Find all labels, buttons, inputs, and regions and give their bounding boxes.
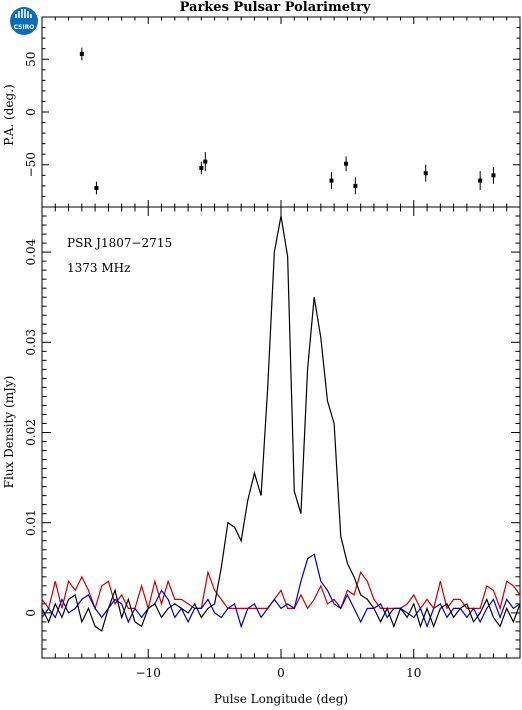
pa-point bbox=[353, 183, 358, 188]
profile-y-tick-label: 0.01 bbox=[24, 509, 38, 536]
pa-panel-frame bbox=[41, 16, 521, 208]
pa-y-tick-label: 50 bbox=[24, 52, 38, 67]
profile-panel: −10 0 10 0 0.01 0.02 0.03 0.04 PSR J1807−2715 1… bbox=[2, 206, 521, 706]
pa-point bbox=[94, 186, 99, 190]
pa-point bbox=[478, 178, 483, 183]
profile-x-tick-label: −10 bbox=[136, 666, 161, 680]
csiro-logo-text: CSIRO bbox=[14, 24, 35, 31]
linear-polarization-line bbox=[41, 570, 521, 611]
pulsar-name-annotation: PSR J1807−2715 bbox=[67, 236, 172, 250]
profile-y-tick-label: 0.03 bbox=[24, 329, 38, 356]
profile-y-tick-label: 0.04 bbox=[24, 238, 38, 265]
pa-axis-ticks: −50 0 50 bbox=[24, 16, 521, 208]
pa-point bbox=[344, 161, 349, 166]
pa-ylabel: P.A. (deg.) bbox=[2, 84, 16, 145]
pa-panel: −50 0 50 P.A. (deg.) bbox=[2, 16, 521, 208]
frequency-annotation: 1373 MHz bbox=[67, 261, 130, 275]
pa-point bbox=[491, 173, 496, 178]
chart-title: Parkes Pulsar Polarimetry bbox=[180, 0, 371, 15]
profile-x-tick-label: 10 bbox=[406, 666, 421, 680]
pa-point bbox=[329, 178, 334, 183]
profile-y-tick-label: 0 bbox=[24, 609, 38, 617]
profile-y-tick-label: 0.02 bbox=[24, 419, 38, 446]
csiro-logo: CSIRO bbox=[10, 7, 38, 35]
profile-ylabel: Flux Density (mJy) bbox=[2, 376, 16, 489]
profile-series bbox=[41, 215, 521, 632]
pa-point bbox=[423, 171, 428, 176]
pa-points bbox=[79, 47, 496, 195]
pa-y-tick-label: 0 bbox=[24, 108, 38, 116]
pa-point bbox=[199, 165, 204, 170]
profile-xlabel: Pulse Longitude (deg) bbox=[214, 692, 348, 706]
profile-axis-ticks: −10 0 10 0 0.01 0.02 0.03 0.04 bbox=[24, 206, 521, 680]
pa-point bbox=[79, 51, 84, 56]
circular-polarization-line bbox=[41, 553, 521, 629]
pa-point bbox=[203, 159, 208, 164]
pa-y-tick-label: −50 bbox=[24, 152, 38, 177]
total-intensity-line bbox=[41, 215, 521, 632]
profile-x-tick-label: 0 bbox=[277, 666, 285, 680]
